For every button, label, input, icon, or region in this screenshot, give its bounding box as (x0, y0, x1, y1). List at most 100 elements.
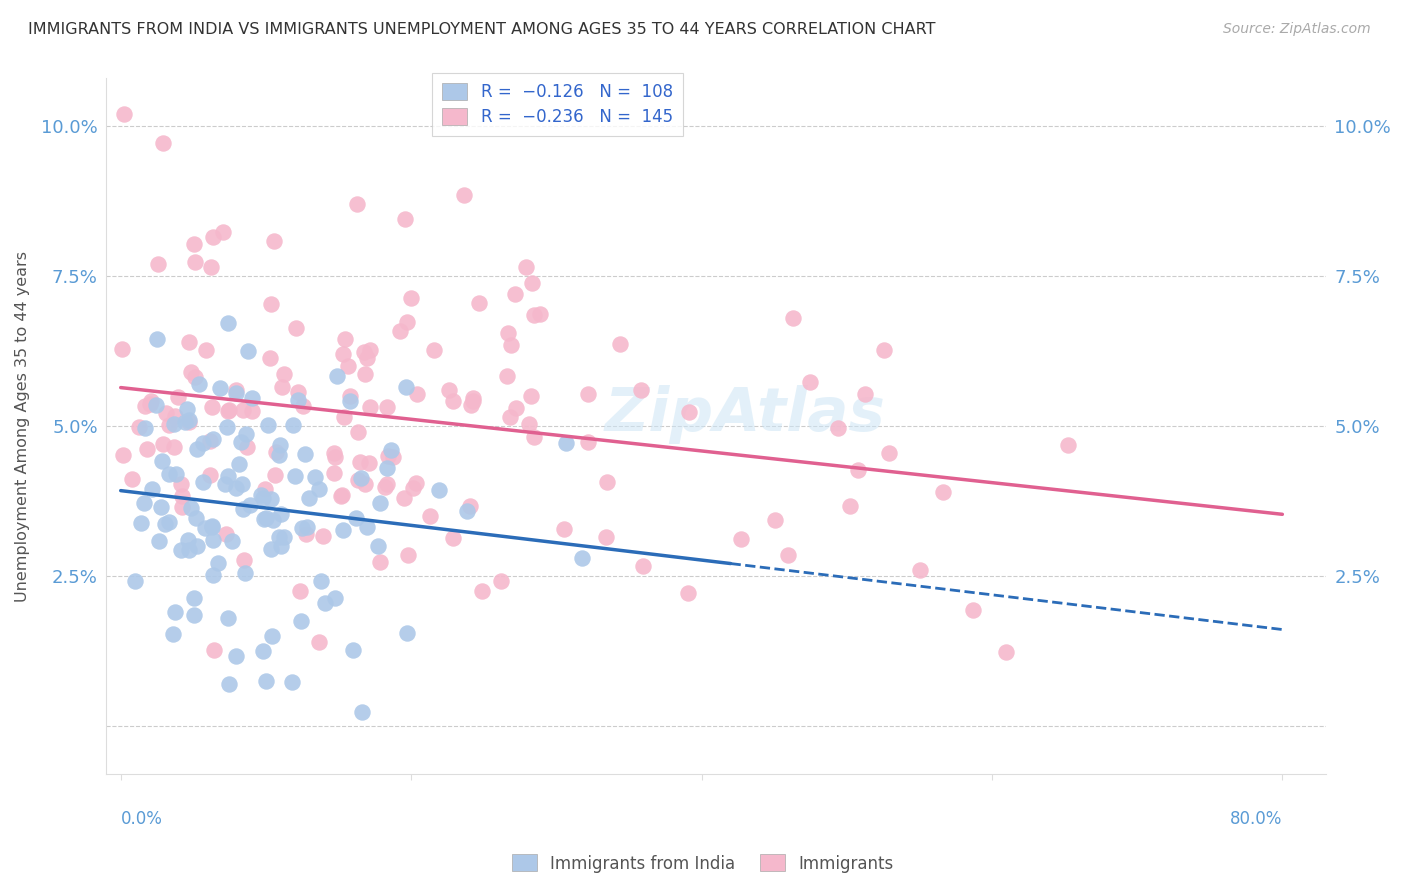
Point (292, 399, 315, 413)
Point (134, 400, 156, 414)
Point (194, 343, 217, 357)
Point (357, 456, 380, 470)
Point (152, 136, 174, 150)
Point (148, 533, 170, 548)
Point (141, 394, 163, 409)
Point (184, 369, 207, 384)
Point (323, 467, 346, 481)
Point (149, 500, 172, 515)
Point (368, 555, 391, 569)
Point (260, 297, 283, 311)
Point (242, 403, 264, 417)
Point (111, 449, 134, 463)
Point (177, 533, 200, 547)
Point (520, 389, 543, 403)
Point (135, 442, 157, 456)
Point (228, 457, 250, 471)
Point (595, 530, 617, 544)
Point (354, 477, 377, 491)
Point (225, 383, 247, 397)
Point (356, 520, 378, 534)
Point (194, 521, 217, 535)
Point (232, 403, 254, 417)
Point (231, 435, 253, 450)
Point (932, 485, 955, 500)
Point (270, 507, 292, 521)
Point (380, 443, 402, 458)
Point (499, 409, 522, 424)
Point (441, 393, 464, 408)
Point (349, 455, 371, 469)
Point (347, 425, 370, 439)
Point (112, 107, 135, 121)
Point (165, 467, 187, 482)
Point (198, 434, 221, 448)
Point (375, 401, 398, 415)
Point (180, 501, 202, 516)
Point (375, 461, 398, 475)
Point (240, 391, 263, 405)
Point (344, 511, 367, 525)
Point (259, 351, 281, 365)
Point (359, 343, 381, 357)
Point (799, 375, 821, 389)
Point (236, 343, 259, 358)
Point (288, 583, 311, 598)
Text: 80.0%: 80.0% (1230, 811, 1282, 829)
Point (461, 394, 484, 409)
Point (283, 469, 305, 483)
Point (350, 470, 373, 484)
Point (271, 380, 294, 394)
Point (394, 212, 416, 227)
Point (179, 334, 201, 349)
Point (231, 477, 253, 491)
Point (873, 343, 896, 358)
Point (202, 643, 225, 657)
Point (463, 392, 485, 406)
Point (191, 436, 214, 450)
Point (145, 398, 167, 412)
Point (437, 383, 460, 397)
Point (375, 476, 398, 491)
Point (962, 603, 984, 617)
Point (183, 237, 205, 252)
Point (359, 400, 381, 414)
Point (389, 324, 412, 338)
Point (329, 489, 352, 503)
Point (441, 531, 464, 545)
Point (827, 421, 849, 435)
Point (235, 566, 257, 580)
Point (260, 491, 283, 506)
Point (173, 415, 195, 429)
Point (333, 332, 356, 346)
Point (678, 405, 700, 419)
Point (177, 413, 200, 427)
Point (254, 673, 277, 688)
Point (150, 454, 173, 468)
Point (778, 548, 800, 562)
Point (201, 518, 224, 533)
Point (218, 676, 240, 690)
Point (297, 519, 319, 533)
Point (353, 345, 375, 359)
Point (155, 406, 177, 420)
Point (252, 491, 274, 505)
Point (339, 394, 361, 409)
Point (332, 347, 354, 361)
Text: IMMIGRANTS FROM INDIA VS IMMIGRANTS UNEMPLOYMENT AMONG AGES 35 TO 44 YEARS CORRE: IMMIGRANTS FROM INDIA VS IMMIGRANTS UNEM… (28, 22, 935, 37)
Point (170, 476, 193, 491)
Point (280, 675, 302, 690)
Point (505, 401, 527, 415)
Point (201, 567, 224, 582)
Point (336, 359, 359, 373)
Point (395, 625, 418, 640)
Point (287, 392, 309, 407)
Point (427, 483, 450, 497)
Point (467, 295, 489, 310)
Point (314, 596, 336, 610)
Point (333, 410, 356, 425)
Point (571, 550, 593, 565)
Point (368, 496, 391, 510)
Point (676, 586, 699, 600)
Point (399, 291, 422, 305)
